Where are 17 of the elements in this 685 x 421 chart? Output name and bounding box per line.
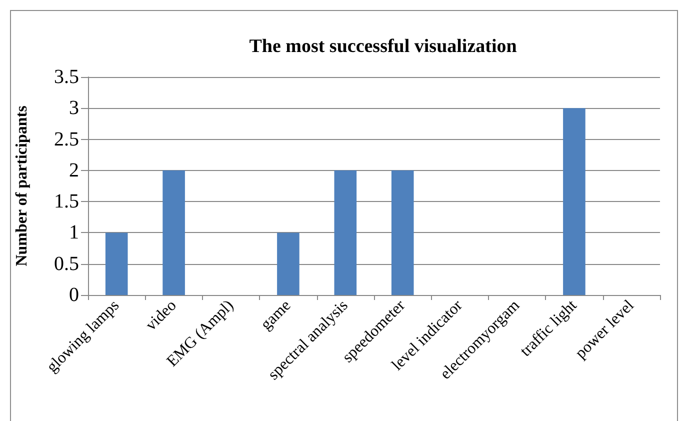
y-tick-label: 2.5 [54, 128, 79, 150]
bar [105, 232, 128, 295]
y-tick-label: 3.5 [54, 66, 79, 88]
bar [391, 170, 414, 295]
y-tick-label: 1.5 [54, 190, 79, 213]
bar [563, 108, 586, 295]
y-tick-label: 0.5 [54, 252, 79, 275]
bar [334, 170, 357, 295]
y-tick-label: 0 [69, 284, 79, 306]
bar [277, 232, 300, 295]
y-tick-label: 1 [69, 222, 79, 244]
bar [162, 170, 185, 295]
chart-title: The most successful visualization [249, 36, 518, 57]
y-tick-label: 2 [69, 159, 79, 182]
x-tick-label: video [142, 296, 180, 334]
y-axis-title: Number of participants [14, 106, 30, 266]
y-tick-label: 3 [69, 97, 79, 120]
